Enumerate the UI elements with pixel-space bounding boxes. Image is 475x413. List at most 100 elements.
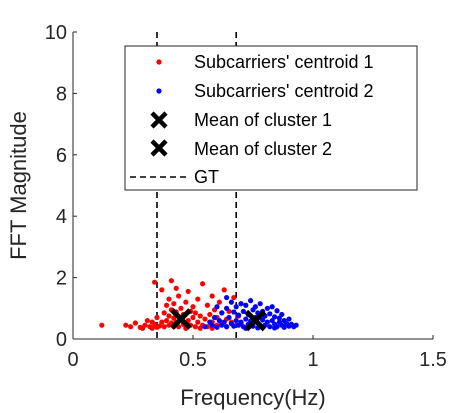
point-centroid-2: [219, 310, 225, 316]
point-centroid-1: [171, 315, 177, 321]
point-centroid-2: [224, 305, 230, 311]
point-centroid-1: [144, 317, 150, 324]
data-points: [99, 278, 299, 331]
legend-marker-mean-2: [150, 139, 168, 157]
point-centroid-1: [190, 314, 196, 321]
point-centroid-1: [123, 322, 129, 328]
point-centroid-1: [192, 324, 198, 330]
point-centroid-1: [128, 324, 134, 330]
point-centroid-2: [238, 301, 244, 307]
point-centroid-1: [156, 323, 162, 329]
point-centroid-2: [272, 314, 278, 320]
point-centroid-1: [190, 304, 196, 310]
point-centroid-1: [221, 287, 227, 293]
point-centroid-1: [204, 302, 210, 308]
point-centroid-1: [168, 278, 174, 284]
legend-marker-centroid-2: [156, 88, 162, 94]
cluster-means: [170, 308, 267, 332]
legend: Subcarriers' centroid 1 Subcarriers' cen…: [124, 45, 418, 191]
point-centroid-2: [231, 309, 237, 315]
point-centroid-2: [276, 315, 282, 321]
point-centroid-2: [243, 302, 249, 308]
point-centroid-2: [279, 311, 285, 318]
point-centroid-1: [164, 317, 170, 324]
point-centroid-2: [286, 316, 292, 322]
point-centroid-1: [132, 320, 138, 326]
point-centroid-2: [293, 322, 299, 328]
x-tick-label: 1: [307, 349, 318, 371]
point-centroid-2: [233, 317, 239, 324]
point-centroid-2: [260, 317, 266, 323]
legend-label-mean-2: Mean of cluster 2: [194, 139, 332, 159]
point-centroid-1: [207, 311, 213, 318]
y-tick-label: 8: [56, 83, 67, 105]
point-centroid-1: [216, 299, 222, 305]
point-centroid-1: [161, 324, 167, 330]
point-centroid-2: [226, 314, 232, 321]
point-centroid-2: [236, 312, 242, 318]
point-centroid-2: [224, 324, 230, 330]
legend-marker-mean-1: [150, 111, 168, 129]
point-centroid-2: [248, 298, 254, 304]
point-centroid-2: [228, 299, 234, 305]
point-centroid-2: [274, 308, 280, 314]
point-centroid-1: [171, 301, 177, 307]
x-tick-label: 1.5: [419, 349, 447, 371]
x-tick-label: 0.5: [179, 349, 207, 371]
point-centroid-2: [252, 304, 258, 310]
point-centroid-2: [221, 319, 227, 325]
point-centroid-1: [202, 316, 208, 322]
point-centroid-2: [202, 324, 208, 330]
y-tick-label: 10: [45, 22, 67, 44]
point-centroid-1: [178, 305, 184, 311]
point-centroid-1: [166, 313, 172, 319]
y-axis-title: FFT Magnitude: [6, 111, 31, 260]
point-centroid-1: [197, 325, 203, 331]
point-centroid-2: [281, 324, 287, 330]
point-centroid-1: [183, 299, 189, 305]
y-tick-label: 6: [56, 145, 67, 167]
legend-label-centroid-2: Subcarriers' centroid 2: [194, 81, 374, 101]
point-centroid-1: [195, 296, 201, 302]
point-centroid-1: [166, 296, 172, 302]
point-centroid-2: [231, 323, 237, 329]
mean-marker-cluster-2: [244, 309, 267, 332]
point-centroid-1: [195, 319, 201, 325]
point-centroid-2: [214, 304, 220, 310]
tick-labels: 0 0.5 1 1.5 0 2 4 6 8 10: [45, 22, 447, 371]
point-centroid-1: [176, 293, 182, 299]
y-tick-label: 2: [56, 268, 67, 290]
point-centroid-2: [233, 304, 239, 310]
point-centroid-1: [173, 285, 179, 291]
legend-label-gt: GT: [194, 167, 219, 187]
point-centroid-2: [257, 301, 263, 307]
point-centroid-2: [267, 311, 273, 317]
legend-marker-centroid-1: [156, 59, 162, 65]
point-centroid-1: [99, 322, 105, 328]
point-centroid-1: [159, 287, 165, 293]
point-centroid-2: [243, 316, 249, 322]
legend-box: [124, 45, 418, 191]
point-centroid-1: [192, 310, 198, 316]
point-centroid-2: [238, 319, 244, 325]
point-centroid-2: [269, 304, 275, 310]
point-centroid-1: [149, 325, 155, 331]
point-centroid-1: [154, 314, 160, 321]
point-centroid-2: [216, 317, 222, 324]
point-centroid-2: [264, 319, 270, 325]
x-tick-label: 0: [67, 349, 78, 371]
point-centroid-2: [240, 308, 246, 314]
point-centroid-2: [264, 305, 270, 311]
point-centroid-2: [212, 314, 218, 321]
y-tick-label: 4: [56, 206, 67, 228]
point-centroid-1: [231, 294, 237, 301]
point-centroid-2: [224, 294, 230, 301]
mean-marker-cluster-1: [170, 308, 192, 330]
point-centroid-1: [159, 319, 165, 325]
point-centroid-2: [269, 317, 275, 324]
point-centroid-1: [197, 313, 203, 319]
point-centroid-1: [164, 302, 170, 308]
point-centroid-2: [209, 322, 215, 328]
point-centroid-2: [272, 325, 278, 331]
